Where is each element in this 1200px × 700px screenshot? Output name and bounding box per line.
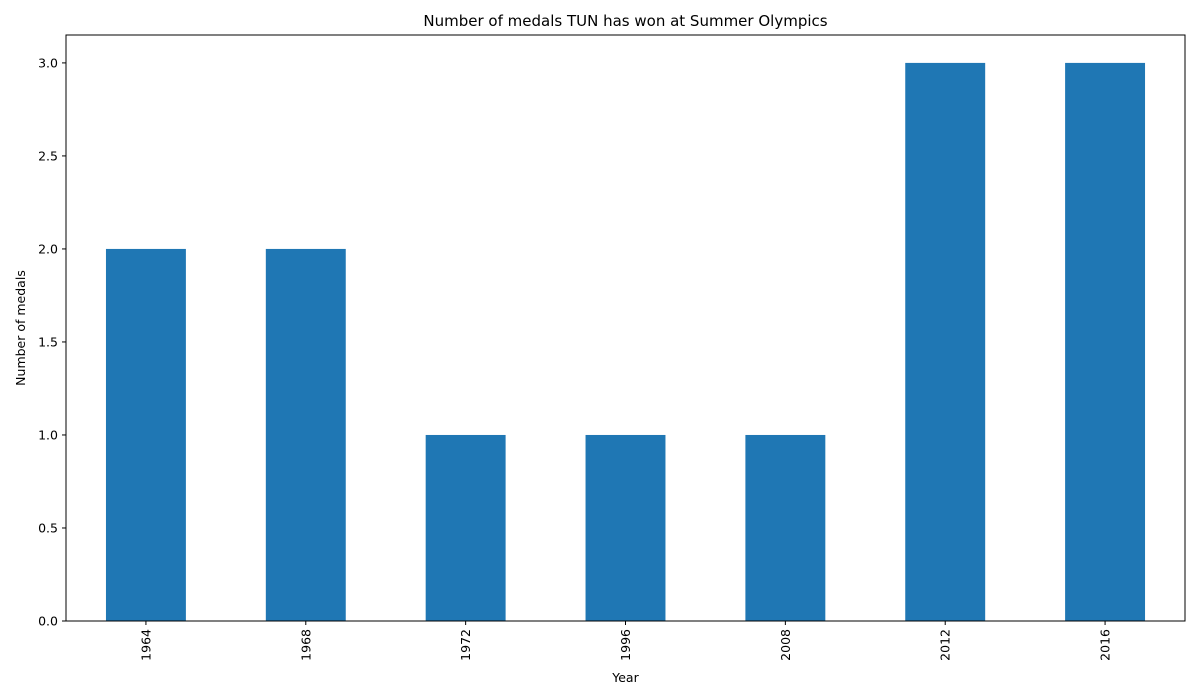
bar-2016: [1065, 62, 1146, 621]
y-tick-label: 3.0: [38, 55, 58, 70]
y-tick-label: 1.0: [38, 427, 58, 442]
x-axis-label: Year: [611, 670, 639, 685]
x-tick-label: 1972: [458, 629, 473, 661]
plot-area: 0.0 0.5 1.0 1.5 2.0 2.5 3.0 1964 1968 1972 1996 20…: [38, 34, 1186, 661]
bar-2012: [905, 62, 986, 621]
bar-2008: [745, 434, 826, 621]
y-tick-label: 1.5: [38, 334, 58, 349]
x-tick-label: 2012: [938, 629, 953, 661]
bar-1972: [425, 434, 506, 621]
y-axis: 0.0 0.5 1.0 1.5 2.0 2.5 3.0: [38, 55, 66, 629]
bar-1964: [105, 248, 186, 621]
x-tick-label: 2016: [1098, 629, 1113, 661]
y-tick-label: 0.5: [38, 520, 58, 535]
bars: [105, 62, 1146, 621]
x-tick-label: 1996: [618, 629, 633, 661]
y-tick-label: 2.0: [38, 241, 58, 256]
bar-1996: [585, 434, 666, 621]
y-axis-label: Number of medals: [13, 270, 28, 386]
y-tick-label: 2.5: [38, 148, 58, 163]
x-tick-label: 1968: [298, 629, 313, 661]
x-axis: 1964 1968 1972 1996 2008 2012 2016: [138, 621, 1113, 661]
bar-1968: [265, 248, 346, 621]
x-tick-label: 2008: [778, 629, 793, 661]
y-tick-label: 0.0: [38, 614, 58, 629]
x-tick-label: 1964: [138, 629, 153, 661]
axes-frame: [65, 34, 1186, 622]
chart-title: Number of medals TUN has won at Summer O…: [423, 12, 827, 30]
